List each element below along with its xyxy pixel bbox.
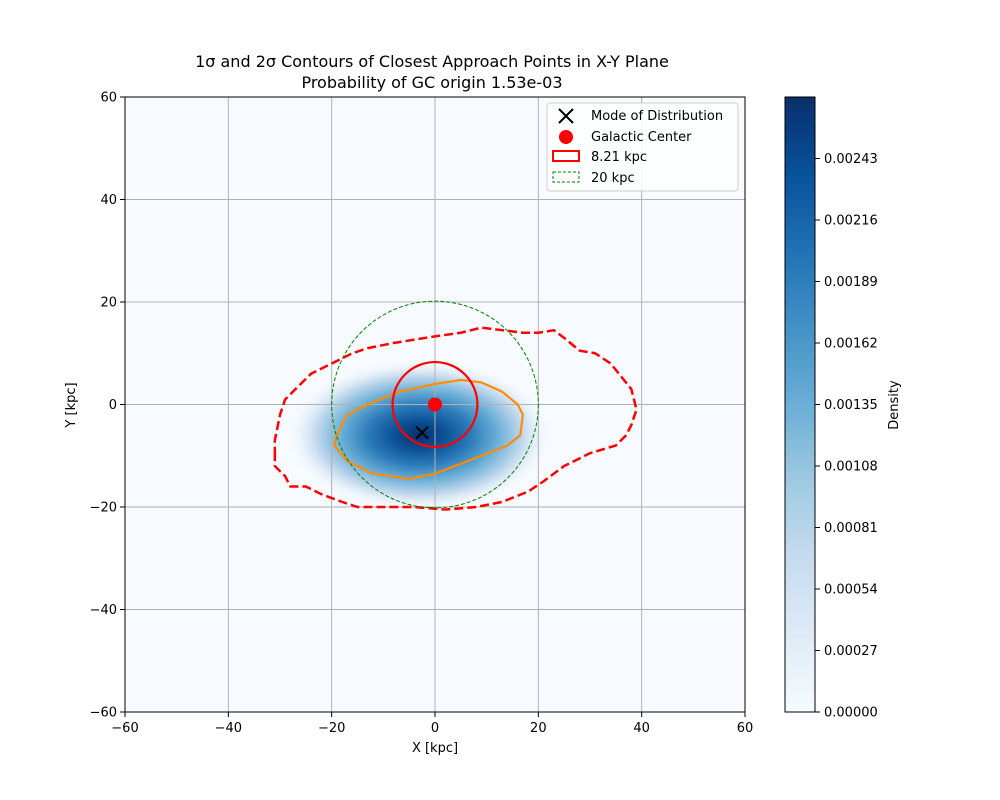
x-tick-label-3: 0: [431, 721, 439, 736]
colorbar: 0.00000 0.00027 0.00054 0.00081 0.00108 0.001…: [784, 96, 902, 721]
chart-subtitle: Probability of GC origin 1.53e-03: [301, 73, 562, 92]
y-tick-label-5: 40: [100, 193, 117, 208]
chart-title: 1σ and 2σ Contours of Closest Approach P…: [195, 52, 669, 71]
y-tick-label-3: 0: [109, 398, 117, 413]
plot-area: [124, 96, 746, 713]
galactic-center-marker: [428, 397, 442, 412]
legend-label-8-21-kpc: 8.21 kpc: [591, 150, 647, 165]
legend-mode-x-icon: [558, 108, 574, 124]
circle-8-21-kpc: [391, 360, 479, 449]
colorbar-tick-label-3: 0.00081: [824, 521, 878, 536]
y-tick-label-4: 20: [100, 296, 117, 311]
contour-2sigma: [273, 326, 638, 511]
x-tick-label-6: 60: [737, 721, 754, 736]
legend: Mode of Distribution Galactic Center 8.2…: [546, 102, 739, 192]
y-tick-label-6: 60: [100, 91, 117, 106]
legend-galactic-center-icon: [559, 130, 573, 144]
legend-label-mode: Mode of Distribution: [591, 109, 723, 124]
x-axis-label: X [kpc]: [412, 741, 458, 756]
x-tick-label-1: −40: [215, 721, 242, 736]
x-tick-label-0: −60: [111, 721, 138, 736]
legend-box: [546, 102, 739, 192]
legend-label-galactic-center: Galactic Center: [591, 130, 692, 145]
colorbar-tick-label-7: 0.00189: [824, 275, 878, 290]
x-tick-label-4: 20: [530, 721, 547, 736]
legend-20-kpc-patch: [552, 171, 580, 183]
colorbar-tick-label-4: 0.00108: [824, 460, 878, 475]
grid: [125, 97, 745, 712]
colorbar-tick-label-9: 0.00243: [824, 152, 878, 167]
colorbar-tick-label-2: 0.00054: [824, 583, 878, 598]
y-tick-label-1: −40: [90, 603, 117, 618]
colorbar-tick-label-0: 0.00000: [824, 706, 878, 721]
x-axis-ticks: −60 −40 −20 0 20 40 60: [111, 712, 753, 736]
colorbar-label: Density: [887, 380, 902, 430]
colorbar-tick-label-1: 0.00027: [824, 644, 878, 659]
y-axis-ticks: −60 −40 −20 0 20 40 60: [90, 91, 125, 721]
y-axis-label: Y [kpc]: [64, 382, 79, 428]
legend-8-21-kpc-patch: [552, 150, 580, 162]
y-tick-label-0: −60: [90, 706, 117, 721]
colorbar-tick-label-5: 0.00135: [824, 398, 878, 413]
mode-marker: [415, 425, 429, 440]
x-tick-label-5: 40: [633, 721, 650, 736]
colorbar-tick-label-8: 0.00216: [824, 214, 878, 229]
circle-20-kpc: [331, 300, 539, 509]
legend-label-20-kpc: 20 kpc: [591, 171, 635, 186]
colorbar-ticks: 0.00000 0.00027 0.00054 0.00081 0.00108 0.001…: [815, 152, 878, 721]
x-tick-label-2: −20: [318, 721, 345, 736]
colorbar-tick-label-6: 0.00162: [824, 337, 878, 352]
colorbar-gradient: [784, 96, 816, 713]
contour-1sigma: [333, 378, 524, 480]
y-tick-label-2: −20: [90, 501, 117, 516]
